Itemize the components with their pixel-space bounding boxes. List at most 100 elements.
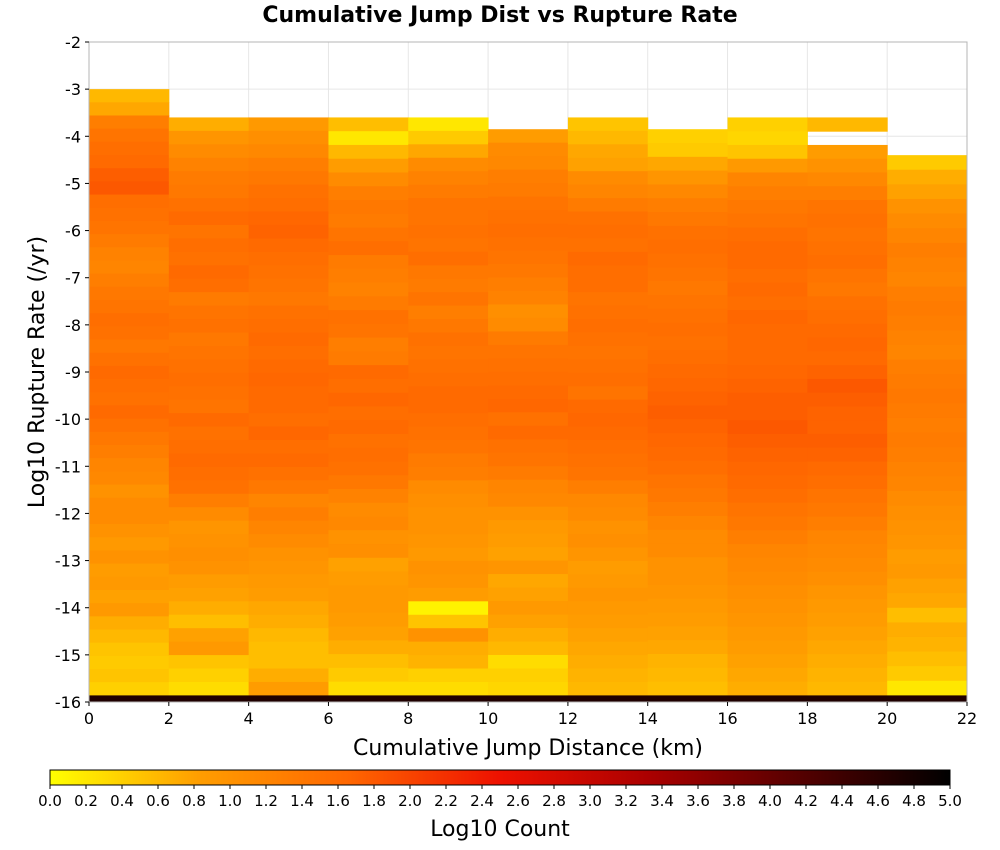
colorbar-tick-label: 2.6 — [506, 792, 530, 810]
heatmap-cell — [248, 655, 329, 670]
heatmap-cell — [567, 332, 649, 347]
heatmap-cell — [727, 502, 808, 518]
heatmap-cell — [887, 271, 968, 288]
heatmap-cell — [647, 129, 729, 144]
heatmap-cell — [727, 323, 808, 339]
heatmap-cell — [89, 524, 170, 538]
heatmap-cell — [727, 310, 808, 325]
heatmap-cell — [887, 680, 968, 696]
heatmap-cell — [89, 444, 170, 459]
heatmap-cell — [488, 385, 569, 400]
heatmap-cell — [168, 480, 250, 495]
heatmap-cell — [248, 130, 329, 145]
heatmap-cell — [408, 493, 489, 508]
heatmap-cell — [567, 251, 649, 266]
heatmap-cell — [328, 461, 409, 476]
heatmap-cell — [567, 560, 649, 575]
heatmap-cell — [647, 294, 729, 310]
heatmap-cell — [248, 224, 329, 239]
heatmap-cell — [168, 305, 250, 320]
heatmap-cell — [727, 599, 808, 614]
heatmap-cell — [488, 533, 569, 548]
heatmap-cell — [488, 520, 569, 535]
heatmap-cell — [647, 460, 729, 475]
heatmap-cell — [727, 117, 808, 132]
heatmap-cell — [488, 506, 569, 521]
heatmap-cell — [328, 365, 409, 380]
heatmap-cell — [647, 529, 729, 544]
heatmap-cell — [168, 332, 250, 347]
heatmap-cell — [807, 186, 888, 201]
heatmap-cell — [887, 286, 968, 302]
heatmap-cell — [887, 622, 968, 638]
heatmap-cell — [168, 655, 250, 670]
heatmap-cell — [328, 488, 409, 504]
heatmap-cell — [168, 345, 250, 360]
heatmap-cell — [567, 171, 649, 186]
heatmap-cell — [248, 144, 329, 159]
heatmap-cell — [168, 614, 250, 629]
heatmap-cell — [887, 359, 968, 375]
heatmap-cell — [647, 198, 729, 213]
heatmap-cell — [647, 253, 729, 268]
heatmap-cell — [807, 681, 888, 696]
heatmap-cell — [168, 601, 250, 616]
colorbar-tick-label: 2.0 — [398, 792, 422, 810]
heatmap-cell — [887, 447, 968, 463]
x-tick-label: 14 — [638, 709, 658, 728]
heatmap-cell — [248, 534, 329, 549]
heatmap-cell — [887, 593, 968, 609]
heatmap-cell — [887, 169, 968, 185]
heatmap-cell — [807, 640, 888, 655]
heatmap-cell — [168, 238, 250, 253]
heatmap-cell — [567, 386, 649, 401]
heatmap-cell — [328, 282, 409, 297]
heatmap-cell — [168, 534, 250, 549]
heatmap-cell — [168, 117, 250, 132]
heatmap-cell — [807, 502, 888, 518]
heatmap-cell — [168, 399, 250, 414]
heatmap-cell — [807, 117, 888, 132]
heatmap-cell — [248, 211, 329, 226]
heatmap-cell — [567, 574, 649, 589]
heatmap-cell — [807, 144, 888, 160]
heatmap-cell — [727, 571, 808, 586]
colorbar-tick-label: 2.4 — [470, 792, 494, 810]
heatmap-cell — [567, 520, 649, 535]
heatmap-cell — [807, 585, 888, 600]
heatmap-cell — [488, 344, 569, 359]
heatmap-cell — [248, 493, 329, 508]
heatmap-cell — [727, 365, 808, 380]
colorbar-tick-label: 0.4 — [110, 792, 134, 810]
heatmap-cell — [89, 537, 170, 551]
heatmap-cell — [567, 440, 649, 454]
heatmap-cell — [89, 181, 170, 196]
heatmap-cell — [248, 466, 329, 481]
heatmap-cell — [168, 130, 250, 145]
heatmap-cell — [328, 227, 409, 242]
heatmap-cell — [488, 654, 569, 669]
heatmap-cell — [248, 641, 329, 656]
heatmap-cell — [807, 544, 888, 559]
heatmap-cell — [408, 614, 489, 629]
heatmap-cell — [408, 359, 489, 374]
heatmap-cell — [408, 601, 489, 616]
heatmap-cell — [488, 371, 569, 386]
heatmap-cell — [807, 213, 888, 229]
heatmap-cell — [328, 420, 409, 435]
heatmap-cell — [727, 172, 808, 187]
heatmap-cell — [647, 488, 729, 503]
heatmap-cell — [89, 603, 170, 617]
heatmap-cell — [168, 587, 250, 602]
colorbar-tick-label: 0.0 — [38, 792, 62, 810]
heatmap-cell — [168, 157, 250, 172]
heatmap-cell — [488, 601, 569, 616]
heatmap-cell — [727, 461, 808, 476]
heatmap-cell — [488, 250, 569, 265]
heatmap-cell — [727, 282, 808, 297]
heatmap-cell — [727, 378, 808, 394]
heatmap-cell — [168, 386, 250, 401]
heatmap-cell — [408, 413, 489, 428]
colorbar-tick-label: 4.2 — [794, 792, 818, 810]
heatmap-cell — [168, 668, 250, 683]
